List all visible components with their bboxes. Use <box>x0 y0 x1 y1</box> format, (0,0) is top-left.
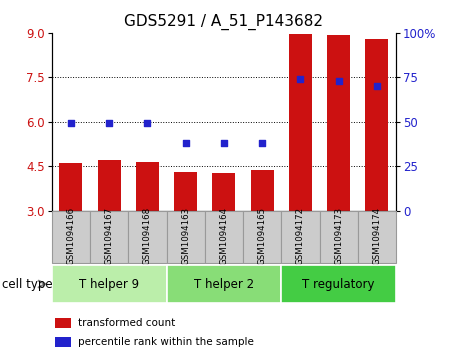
Bar <box>59 163 82 211</box>
Text: GSM1094165: GSM1094165 <box>257 207 266 265</box>
Bar <box>289 34 312 211</box>
Point <box>68 121 75 126</box>
Bar <box>251 170 274 211</box>
Text: GSM1094166: GSM1094166 <box>67 207 76 265</box>
Bar <box>55 318 71 328</box>
Text: GSM1094168: GSM1094168 <box>143 207 152 265</box>
Title: GDS5291 / A_51_P143682: GDS5291 / A_51_P143682 <box>124 14 324 30</box>
Bar <box>327 35 350 211</box>
Bar <box>166 211 205 263</box>
Bar <box>365 39 388 211</box>
Text: GSM1094173: GSM1094173 <box>334 207 343 265</box>
Bar <box>52 265 166 303</box>
Bar <box>212 174 235 211</box>
Bar <box>90 211 128 263</box>
Bar <box>320 211 358 263</box>
Text: GSM1094163: GSM1094163 <box>181 207 190 265</box>
Point <box>144 121 151 126</box>
Bar <box>358 211 396 263</box>
Bar <box>174 172 197 211</box>
Text: T regulatory: T regulatory <box>302 278 375 290</box>
Bar <box>55 338 71 347</box>
Bar <box>166 265 281 303</box>
Bar <box>128 211 166 263</box>
Point <box>258 140 265 146</box>
Bar <box>52 211 90 263</box>
Bar <box>136 162 159 211</box>
Bar <box>243 211 281 263</box>
Point <box>182 140 189 146</box>
Text: GSM1094167: GSM1094167 <box>104 207 113 265</box>
Bar <box>98 160 121 211</box>
Point <box>220 140 227 146</box>
Text: T helper 9: T helper 9 <box>79 278 139 290</box>
Bar <box>281 211 320 263</box>
Text: cell type: cell type <box>2 278 53 290</box>
Point <box>374 83 381 89</box>
Bar <box>205 211 243 263</box>
Text: GSM1094164: GSM1094164 <box>220 207 228 265</box>
Text: GSM1094174: GSM1094174 <box>373 207 382 265</box>
Text: T helper 2: T helper 2 <box>194 278 254 290</box>
Point <box>297 76 304 82</box>
Text: percentile rank within the sample: percentile rank within the sample <box>77 337 253 347</box>
Point <box>335 78 342 83</box>
Bar <box>281 265 396 303</box>
Point <box>105 121 112 126</box>
Text: transformed count: transformed count <box>77 318 175 328</box>
Text: GSM1094172: GSM1094172 <box>296 207 305 265</box>
